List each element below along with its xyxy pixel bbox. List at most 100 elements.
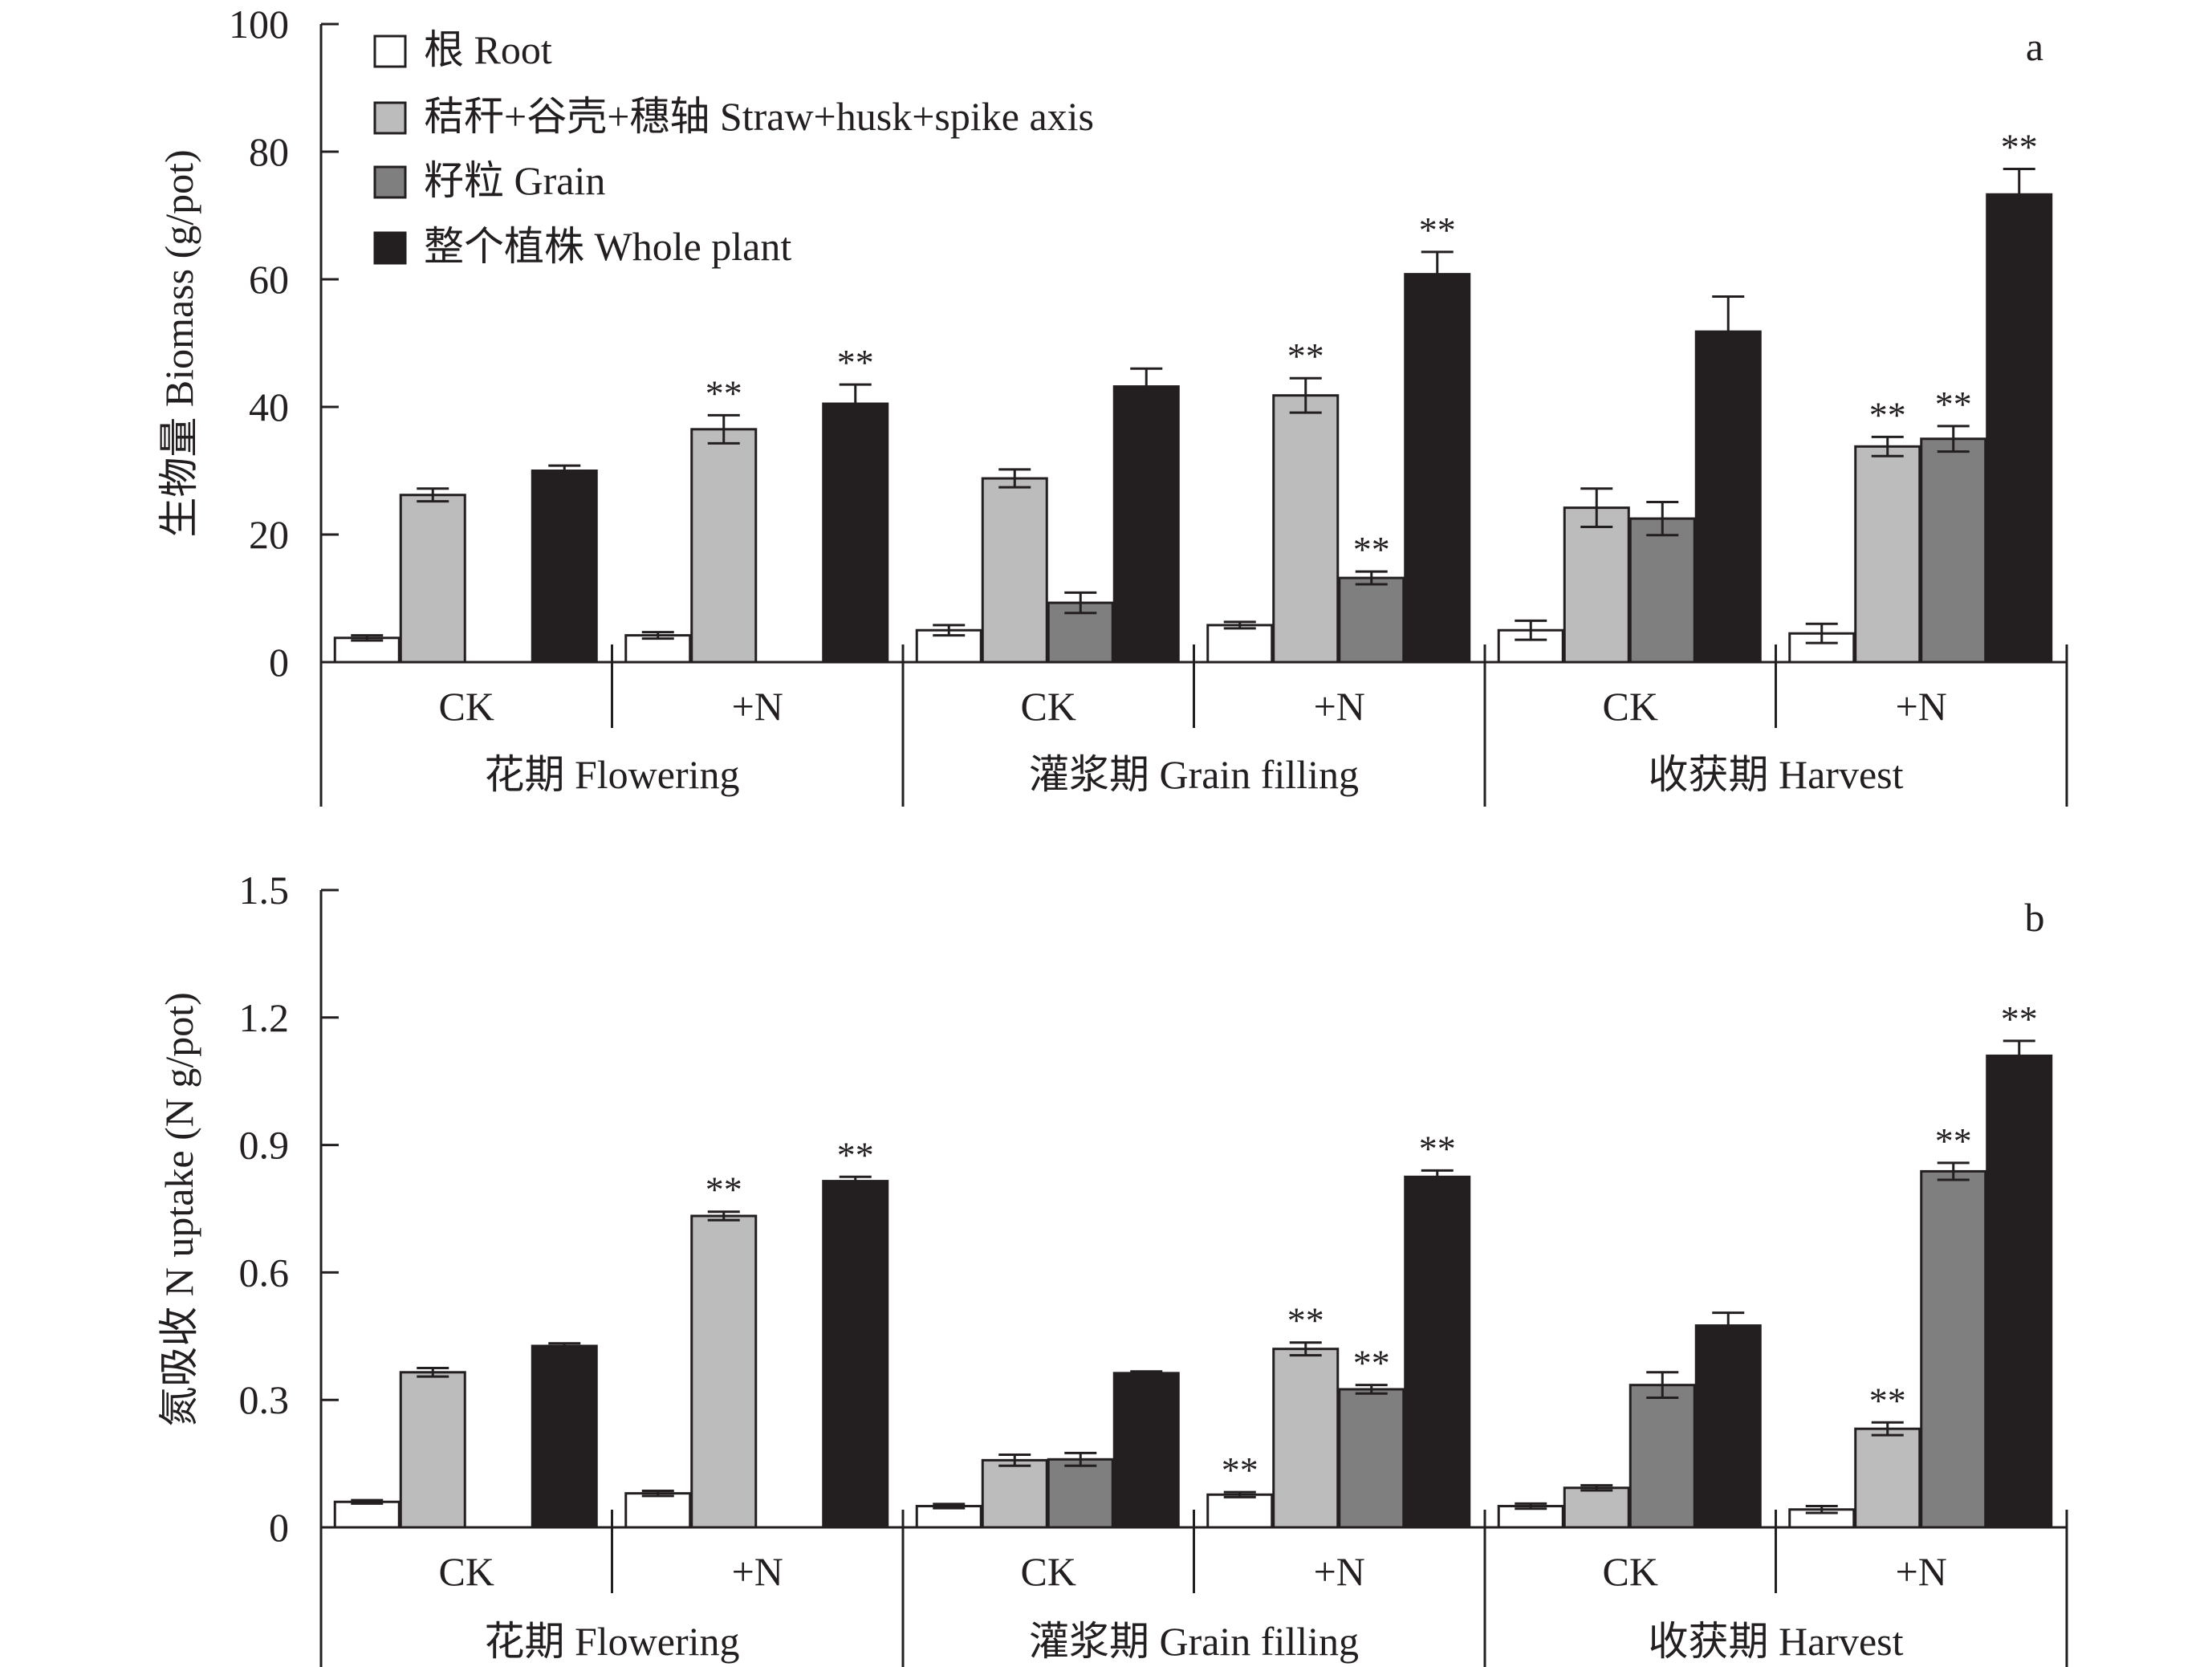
panel-a-bar <box>1112 385 1180 664</box>
panel-a-significance-mark: ** <box>1869 394 1906 435</box>
panel-b-stage-label: 花期 Flowering <box>484 1619 739 1664</box>
panel-a-letter: a <box>2026 24 2043 69</box>
panel-b-bar <box>1112 1372 1180 1529</box>
panel-a-bar <box>1854 445 1921 664</box>
panel-b-significance-mark: ** <box>1935 1120 1972 1161</box>
panel-a-bar <box>981 477 1048 664</box>
legend-swatch <box>373 165 407 199</box>
panel-a-significance-mark: ** <box>1353 529 1390 570</box>
legend-label: 籽粒 Grain <box>424 158 605 203</box>
panel-b-letter: b <box>2025 895 2045 940</box>
panel-a-significance-mark: ** <box>1935 384 1972 425</box>
panel-a-bar <box>333 636 401 664</box>
panel-b-y-tick-label: 0.3 <box>239 1377 290 1422</box>
panel-a-stage-label: 收获期 Harvest <box>1649 752 1904 797</box>
panel-a-bar <box>1206 624 1274 664</box>
panel-a-axes: 0 20 40 60 80 100 CK +N CK +N CK +N 花期 Flowering 灌浆期 … <box>229 2 2068 807</box>
panel-b-significance-mark: ** <box>1222 1449 1258 1490</box>
panel-b-bar <box>1047 1458 1114 1529</box>
panel-b-bar <box>624 1492 692 1529</box>
legend-label: 根 Root <box>424 27 552 72</box>
panel-a-significance-mark: ** <box>837 342 874 383</box>
panel-a-bar <box>822 402 889 664</box>
panel-a-bars: ** ** ** ** ** ** ** ** <box>333 126 2053 664</box>
legend-swatch <box>373 101 407 135</box>
panel-b-bars: ** ** ** ** ** ** ** ** ** <box>333 998 2053 1529</box>
panel-a-treatment-label: CK <box>1603 684 1658 729</box>
panel-b-bar <box>1854 1427 1921 1529</box>
panel-a-bar <box>531 470 598 664</box>
panel-a-significance-mark: ** <box>1287 335 1324 376</box>
panel-b-bar <box>1563 1486 1630 1529</box>
panel-b-bar <box>531 1344 598 1529</box>
panel-a-treatment-label: +N <box>732 684 783 729</box>
panel-a-bar <box>1986 193 2053 664</box>
panel-b-y-tick-label: 0.6 <box>239 1250 290 1295</box>
panel-b-significance-mark: ** <box>1419 1128 1456 1169</box>
panel-a-treatment-label: +N <box>1896 684 1947 729</box>
panel-b-significance-mark: ** <box>837 1134 874 1175</box>
panel-a-y-tick-label: 60 <box>249 257 289 302</box>
panel-b-axes: 0 0.3 0.6 0.9 1.2 1.5 CK +N CK +N CK +N 花期 Flowering… <box>239 868 2068 1667</box>
panel-b-significance-mark: ** <box>705 1169 742 1210</box>
panel-a-y-tick-label: 20 <box>249 512 289 557</box>
panel-b-bar <box>981 1458 1048 1529</box>
panel-b-treatment-label: CK <box>1021 1549 1076 1594</box>
panel-a-bar <box>1629 517 1696 664</box>
panel-b-y-axis-title: 氮吸收 N uptake (N g/pot) <box>157 992 201 1427</box>
panel-a-y-tick-label: 80 <box>249 129 289 174</box>
legend-label: 整个植株 Whole plant <box>424 224 791 269</box>
panel-b-significance-mark: ** <box>2001 998 2038 1039</box>
panel-b-treatment-label: +N <box>1314 1549 1365 1594</box>
panel-a-bar <box>1920 437 1987 664</box>
panel-b-bar <box>822 1180 889 1529</box>
panel-b-bar <box>1629 1384 1696 1529</box>
panel-a-significance-mark: ** <box>705 372 742 413</box>
panel-b-bar <box>399 1371 466 1529</box>
panel-a-bar <box>1563 506 1630 664</box>
panel-b-treatment-label: +N <box>1896 1549 1947 1594</box>
panel-b-treatment-label: +N <box>732 1549 783 1594</box>
panel-b-bar <box>1404 1175 1471 1529</box>
panel-a-y-tick-label: 0 <box>269 640 289 685</box>
panel-b-significance-mark: ** <box>1287 1300 1324 1341</box>
panel-a-bar <box>690 428 758 664</box>
panel-b-n-uptake-chart: ** ** ** ** ** ** ** ** ** 0 0.3 0.6 0.9 1.2 1.5 CK +N C… <box>157 868 2068 1667</box>
panel-b-y-tick-label: 0.9 <box>239 1123 290 1168</box>
panel-a-treatment-label: CK <box>1021 684 1076 729</box>
panel-b-y-tick-label: 0 <box>269 1505 289 1550</box>
panel-b-treatment-label: CK <box>1603 1549 1658 1594</box>
panel-a-bar <box>1404 273 1471 664</box>
legend-label: 秸秆+谷壳+穗轴 Straw+husk+spike axis <box>424 94 1094 139</box>
panel-b-bar <box>690 1214 758 1529</box>
panel-b-bar <box>1338 1388 1405 1529</box>
panel-b-bar <box>1920 1169 1987 1529</box>
panel-a-bar <box>1272 394 1340 664</box>
panel-a-bar <box>399 494 466 664</box>
panel-b-significance-mark: ** <box>1353 1343 1390 1384</box>
panel-a-biomass-chart: ** ** ** ** ** ** ** ** 0 20 40 60 80 100 CK +N CK +N CK +… <box>157 2 2068 807</box>
panel-b-bar <box>333 1500 401 1529</box>
legend: 根 Root 秸秆+谷壳+穗轴 Straw+husk+spike axis 籽粒 G… <box>373 27 1094 269</box>
legend-swatch <box>373 35 407 68</box>
panel-b-bar <box>1206 1493 1274 1529</box>
panel-a-bar <box>624 634 692 664</box>
panel-a-y-axis-title: 生物量 Biomass (g/pot) <box>157 149 201 537</box>
panel-a-treatment-label: +N <box>1314 684 1365 729</box>
panel-b-stage-label: 灌浆期 Grain filling <box>1029 1619 1359 1664</box>
panel-b-y-tick-label: 1.2 <box>239 995 290 1040</box>
panel-b-bar <box>1272 1348 1340 1529</box>
panel-b-significance-mark: ** <box>1869 1380 1906 1421</box>
panel-a-stage-label: 花期 Flowering <box>484 752 739 797</box>
panel-a-bar <box>1694 330 1762 664</box>
panel-a-significance-mark: ** <box>2001 126 2038 167</box>
panel-b-y-tick-label: 1.5 <box>239 868 290 913</box>
panel-b-stage-label: 收获期 Harvest <box>1649 1619 1904 1664</box>
legend-swatch <box>373 231 407 265</box>
panel-a-significance-mark: ** <box>1419 209 1456 250</box>
panel-a-y-tick-label: 40 <box>249 384 289 429</box>
panel-a-bar <box>1338 576 1405 664</box>
panel-a-treatment-label: CK <box>439 684 494 729</box>
panel-a-stage-label: 灌浆期 Grain filling <box>1029 752 1359 797</box>
